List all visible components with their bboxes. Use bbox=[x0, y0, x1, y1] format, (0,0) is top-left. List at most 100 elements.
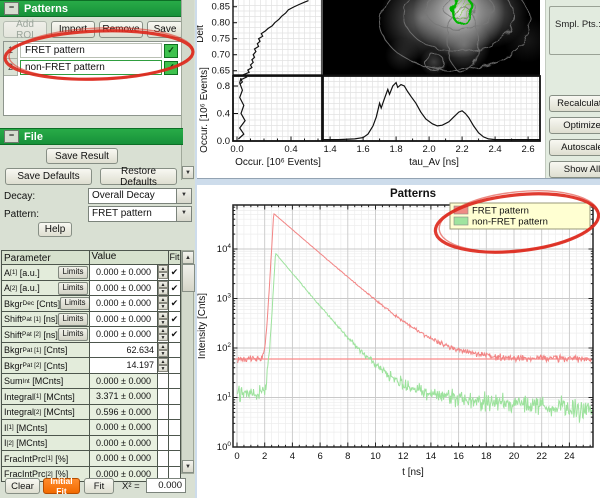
remove-button[interactable]: Remove bbox=[99, 21, 143, 38]
limits-button[interactable]: Limits bbox=[58, 328, 88, 341]
fit-checkbox[interactable] bbox=[169, 405, 180, 420]
limits-button[interactable]: Limits bbox=[58, 313, 88, 326]
param-name-cell: Integral[1] [MCnts] bbox=[2, 389, 90, 404]
svg-text:0.0: 0.0 bbox=[217, 136, 230, 147]
fit-toolbar: Clear Initial Fit Fit X² = 0.000 bbox=[0, 477, 195, 498]
value-spinner[interactable]: ▲▼ bbox=[158, 265, 169, 280]
fit-checkbox[interactable]: ✔ bbox=[169, 312, 180, 327]
chi2-value-field[interactable]: 0.000 bbox=[146, 478, 186, 493]
import-button[interactable]: Import bbox=[51, 21, 95, 38]
scroll-down-icon[interactable]: ▼ bbox=[182, 460, 194, 473]
svg-text:0.85: 0.85 bbox=[212, 2, 231, 13]
scroll-down-icon[interactable]: ▼ bbox=[182, 166, 194, 179]
occur-y-axis-title: Occur. [10⁶ Events] bbox=[199, 67, 210, 153]
pattern-name-field[interactable]: non-FRET pattern bbox=[20, 60, 162, 75]
save-result-button[interactable]: Save Result bbox=[46, 148, 118, 164]
fit-checkbox[interactable] bbox=[169, 358, 180, 373]
pattern-index: 2 bbox=[4, 59, 18, 76]
fit-checkbox[interactable]: ✔ bbox=[169, 296, 180, 311]
value-spinner[interactable]: ▲▼ bbox=[158, 358, 169, 373]
value-spinner[interactable]: ▲▼ bbox=[158, 343, 169, 358]
spinner-placeholder bbox=[158, 389, 169, 404]
svg-text:104: 104 bbox=[217, 243, 232, 255]
pattern-value: FRET pattern bbox=[89, 207, 176, 221]
recalculate-button[interactable]: Recalculate bbox=[549, 95, 600, 112]
collapse-icon[interactable]: − bbox=[4, 130, 19, 143]
spinner-placeholder bbox=[158, 374, 169, 389]
pattern-list-item[interactable]: 1FRET pattern✓ bbox=[4, 42, 181, 59]
pattern-checkbox[interactable]: ✓ bbox=[164, 44, 178, 58]
svg-text:0.70: 0.70 bbox=[212, 50, 231, 61]
save-defaults-button[interactable]: Save Defaults bbox=[5, 168, 92, 185]
table-row: Integral[2] [MCnts]0.596 ± 0.000 bbox=[2, 405, 180, 421]
fit-button[interactable]: Fit bbox=[84, 478, 114, 494]
delta-axis-title: Delt bbox=[197, 25, 206, 43]
value-spinner[interactable]: ▲▼ bbox=[158, 327, 169, 342]
param-value-cell[interactable]: 0.000 ± 0.000 bbox=[90, 296, 158, 311]
table-row: SumInt [MCnts]0.000 ± 0.000 bbox=[2, 374, 180, 390]
fit-checkbox[interactable] bbox=[169, 374, 180, 389]
spinner-placeholder bbox=[158, 420, 169, 435]
pattern-list-item[interactable]: 2non-FRET pattern✓ bbox=[4, 59, 181, 76]
svg-text:2: 2 bbox=[262, 451, 267, 462]
table-row: ShiftPat [2] [ns]Limits0.000 ± 0.000▲▼✔ bbox=[2, 327, 180, 343]
initial-fit-button[interactable]: Initial Fit bbox=[43, 478, 80, 494]
show-all-button[interactable]: Show All bbox=[549, 161, 600, 178]
param-value-cell: 0.000 ± 0.000 bbox=[90, 436, 158, 451]
table-row: Integral[1] [MCnts]3.371 ± 0.000 bbox=[2, 389, 180, 405]
chevron-down-icon[interactable]: ▼ bbox=[176, 189, 191, 203]
fit-checkbox[interactable]: ✔ bbox=[169, 265, 180, 280]
fit-checkbox[interactable]: ✔ bbox=[169, 281, 180, 296]
autoscale-button[interactable]: Autoscale bbox=[549, 139, 600, 156]
param-value-cell[interactable]: 62.634 bbox=[90, 343, 158, 358]
param-value-cell[interactable]: 0.000 ± 0.000 bbox=[90, 327, 158, 342]
pattern-combobox[interactable]: FRET pattern ▼ bbox=[88, 206, 192, 222]
add-roi-button[interactable]: Add ROI bbox=[3, 21, 47, 38]
app-window: − Patterns Add ROI Import Remove Save 1F… bbox=[0, 0, 600, 498]
chevron-down-icon[interactable]: ▼ bbox=[176, 207, 191, 221]
fit-checkbox[interactable]: ✔ bbox=[169, 327, 180, 342]
param-value-cell[interactable]: 0.000 ± 0.000 bbox=[90, 265, 158, 280]
restore-defaults-button[interactable]: Restore Defaults bbox=[100, 168, 177, 185]
svg-text:20: 20 bbox=[509, 451, 520, 462]
svg-text:2.2: 2.2 bbox=[455, 144, 468, 155]
param-value-cell[interactable]: 14.197 bbox=[90, 358, 158, 373]
patterns-section-header: − Patterns bbox=[0, 0, 183, 17]
fit-checkbox[interactable] bbox=[169, 343, 180, 358]
pattern-checkbox[interactable]: ✓ bbox=[164, 61, 178, 75]
param-name-cell: I[2] [MCnts] bbox=[2, 436, 90, 451]
table-row: I[1] [MCnts]0.000 ± 0.000 bbox=[2, 420, 180, 436]
svg-text:14: 14 bbox=[426, 451, 437, 462]
scroll-up-icon[interactable]: ▲ bbox=[182, 251, 194, 264]
table-row: ShiftPat [1] [ns]Limits0.000 ± 0.000▲▼✔ bbox=[2, 312, 180, 328]
svg-text:101: 101 bbox=[217, 392, 232, 404]
optimize-button[interactable]: Optimize bbox=[549, 117, 600, 134]
value-spinner[interactable]: ▲▼ bbox=[158, 312, 169, 327]
col-parameter: Parameter bbox=[2, 251, 90, 264]
param-value-cell[interactable]: 0.000 ± 0.000 bbox=[90, 312, 158, 327]
sections-scrollbar[interactable]: ▼ bbox=[181, 0, 194, 180]
help-button[interactable]: Help bbox=[38, 222, 72, 237]
limits-button[interactable]: Limits bbox=[60, 297, 90, 310]
table-scrollbar[interactable]: ▲ ▼ bbox=[181, 250, 194, 474]
limits-button[interactable]: Limits bbox=[58, 266, 88, 279]
pattern-name-field[interactable]: FRET pattern bbox=[20, 43, 162, 58]
fit-checkbox[interactable] bbox=[169, 420, 180, 435]
collapse-icon[interactable]: − bbox=[4, 2, 19, 15]
scrollbar-thumb[interactable] bbox=[182, 264, 195, 292]
fit-checkbox[interactable] bbox=[169, 451, 180, 466]
param-value-cell[interactable]: 0.000 ± 0.000 bbox=[90, 281, 158, 296]
param-name-cell: FracIntPrc[1] [%] bbox=[2, 451, 90, 466]
limits-button[interactable]: Limits bbox=[58, 282, 88, 295]
value-spinner[interactable]: ▲▼ bbox=[158, 281, 169, 296]
fit-checkbox[interactable] bbox=[169, 389, 180, 404]
decay-combobox[interactable]: Overall Decay ▼ bbox=[88, 188, 192, 204]
table-row: BkgrDec [Cnts]Limits0.000 ± 0.000▲▼✔ bbox=[2, 296, 180, 312]
save-button[interactable]: Save bbox=[147, 21, 183, 38]
pattern-list: 1FRET pattern✓2non-FRET pattern✓ bbox=[3, 41, 182, 116]
value-spinner[interactable]: ▲▼ bbox=[158, 296, 169, 311]
x-axis-title: t [ns] bbox=[402, 467, 424, 478]
param-name-cell: BkgrPat [2] [Cnts] bbox=[2, 358, 90, 373]
fit-checkbox[interactable] bbox=[169, 436, 180, 451]
clear-button[interactable]: Clear bbox=[5, 478, 40, 494]
